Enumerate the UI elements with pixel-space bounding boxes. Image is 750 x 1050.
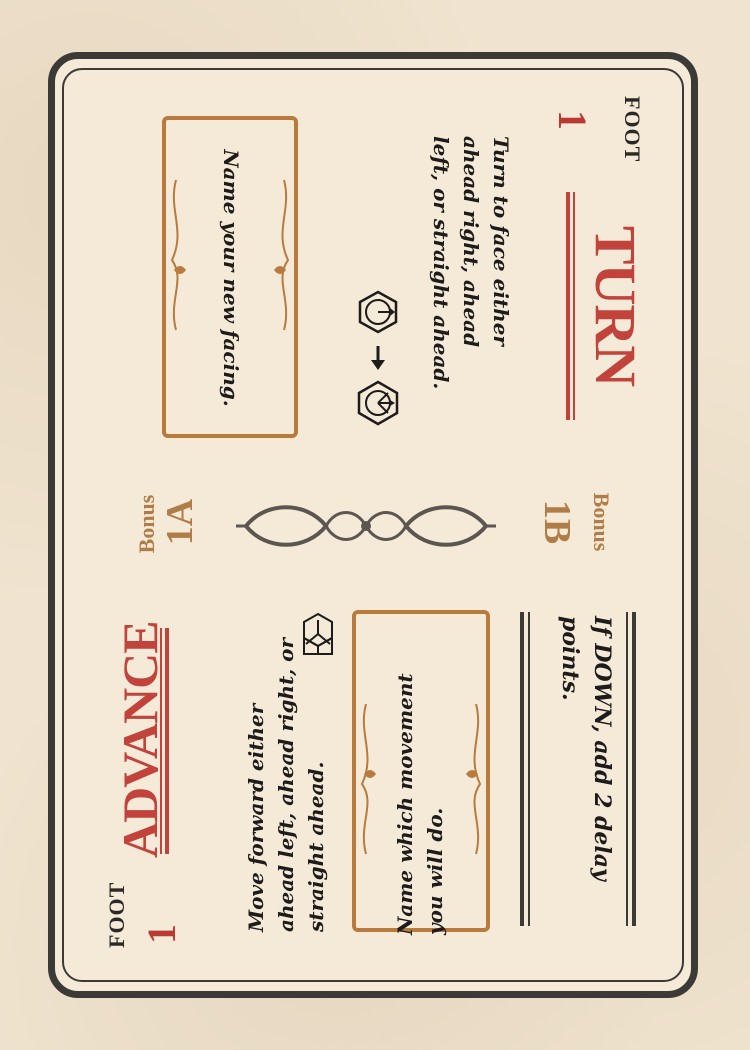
- turn-prompt-frame: [162, 116, 298, 438]
- advance-title: ADVANCE: [112, 621, 168, 858]
- hex-advance-icon: [303, 612, 333, 655]
- turn-title: TURN: [583, 225, 648, 387]
- advance-prompt-frame: [352, 610, 490, 932]
- hex-facing-icon: [358, 290, 398, 334]
- down-rule-text: If DOWN, add 2 delay points.: [557, 616, 615, 881]
- down-rule-rules: [520, 612, 650, 926]
- bonus-1a-code: 1A: [159, 498, 201, 546]
- turn-title-rules: [566, 192, 578, 420]
- arrow-icon: [371, 346, 385, 370]
- advance-body-text: Move forward either ahead left, ahead ri…: [244, 637, 328, 932]
- turn-foot-number: 1: [550, 110, 595, 130]
- scroll-ornament-icon: [236, 505, 496, 547]
- advance-prompt-text: Name which movement you will do.: [393, 673, 447, 935]
- advance-foot-label: FOOT: [104, 881, 129, 948]
- advance-foot-number: 1: [139, 924, 184, 944]
- turn-body-text: Turn to face either ahead right, ahead l…: [429, 136, 513, 390]
- scroll-ornament-icon: [360, 703, 482, 855]
- turn-prompt-text: Name your new facing.: [219, 149, 243, 407]
- bonus-1b-label: Bonus: [589, 492, 614, 552]
- scroll-ornament-icon: [170, 179, 290, 331]
- turn-foot-label: FOOT: [620, 96, 645, 163]
- card-inner-border: [62, 68, 684, 982]
- card-outer-border: [48, 52, 698, 998]
- bonus-1b-code: 1B: [536, 499, 578, 545]
- advance-title-rules: [160, 628, 172, 854]
- hex-turn-options-icon: [357, 380, 399, 426]
